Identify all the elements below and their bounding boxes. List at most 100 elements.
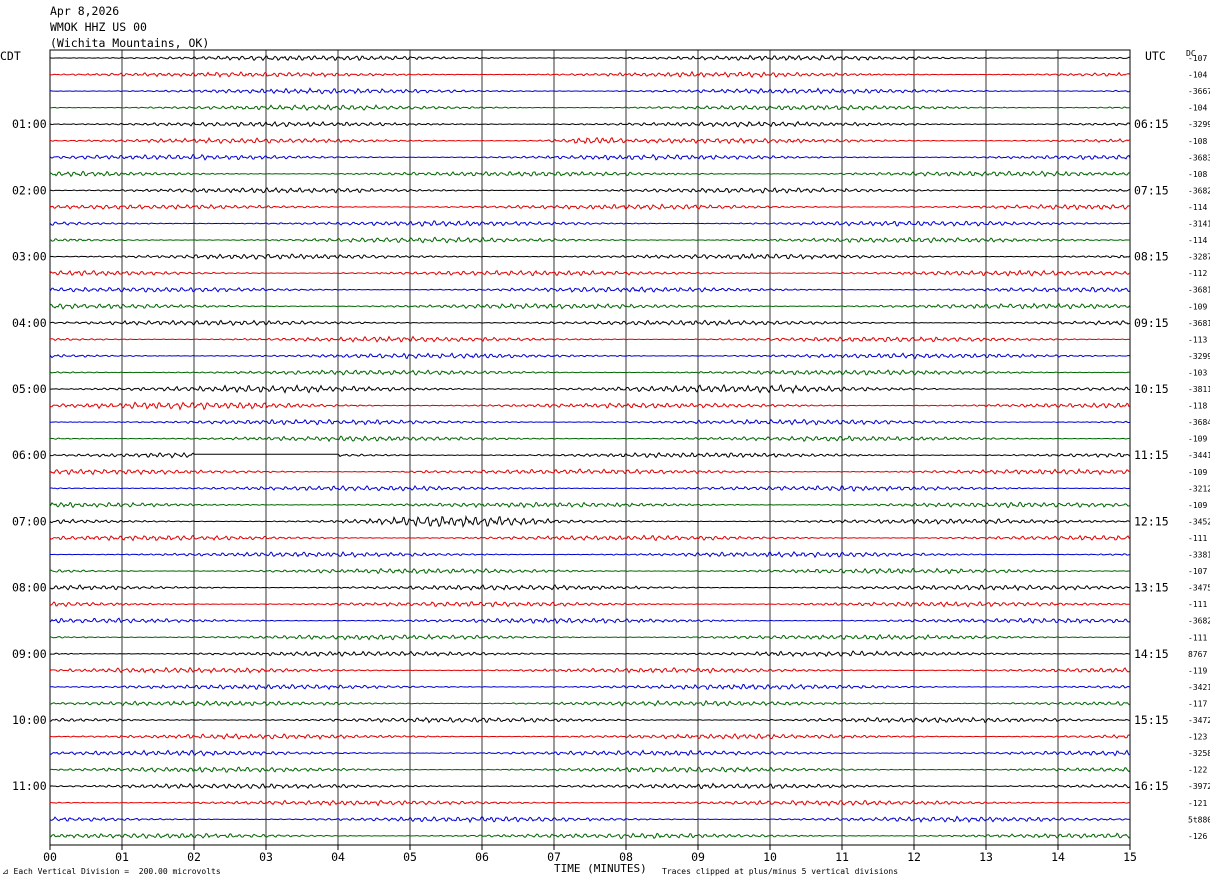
trace-line xyxy=(49,468,1131,476)
x-tick-label: 11 xyxy=(835,850,849,864)
dc-offset-label: -109 xyxy=(1188,501,1207,510)
trace-line xyxy=(49,633,1131,641)
trace-line xyxy=(49,782,1131,790)
utc-hour-label: 13:15 xyxy=(1134,581,1169,595)
dc-offset-label: -34525 xyxy=(1188,517,1210,526)
trace-line xyxy=(49,534,1131,542)
x-tick-label: 03 xyxy=(259,850,273,864)
utc-hour-label: 09:15 xyxy=(1134,316,1169,330)
trace-line xyxy=(49,418,1131,426)
dc-offset-label: -36840 xyxy=(1188,418,1210,427)
dc-offset-label: -113 xyxy=(1188,335,1207,344)
chart-grid xyxy=(49,49,1131,850)
dc-offset-label: -104 xyxy=(1188,71,1207,80)
trace-line xyxy=(49,369,1131,376)
header-date: Apr 8,2026 xyxy=(50,4,120,18)
cdt-hour-label: 05:00 xyxy=(12,382,47,396)
utc-hour-label: 08:15 xyxy=(1134,250,1169,264)
utc-hour-label: 12:15 xyxy=(1134,514,1169,528)
dc-offset-label: -109 xyxy=(1188,435,1207,444)
x-tick-label: 09 xyxy=(691,850,705,864)
trace-line xyxy=(49,87,1131,95)
dc-label: DC xyxy=(1186,49,1196,58)
trace-line xyxy=(49,832,1131,840)
utc-hour-label: 06:15 xyxy=(1134,117,1169,131)
x-tick-label: 10 xyxy=(763,850,777,864)
footer-clip: Traces clipped at plus/minus 5 vertical … xyxy=(662,867,899,876)
trace-line xyxy=(49,666,1131,674)
dc-offset-label: -32996 xyxy=(1188,352,1210,361)
dc-offset-label: -32996 xyxy=(1188,120,1210,129)
dc-offset-label: -122 xyxy=(1188,766,1207,775)
trace-line xyxy=(49,617,1131,625)
dc-offset-label: -126 xyxy=(1188,832,1207,841)
dc-offset-label: -32583 xyxy=(1188,749,1210,758)
dc-offset-label: -34728 xyxy=(1188,716,1210,725)
trace-line xyxy=(49,335,1131,343)
trace-line xyxy=(49,435,1130,443)
x-axis-title: TIME (MINUTES) xyxy=(554,862,647,875)
cdt-hour-label: 10:00 xyxy=(12,713,47,727)
cdt-hour-label: 08:00 xyxy=(12,581,47,595)
dc-offset-label: -112 xyxy=(1188,269,1207,278)
x-tick-label: 15 xyxy=(1123,850,1137,864)
trace-line xyxy=(49,153,1131,161)
dc-offset-label: -114 xyxy=(1188,203,1207,212)
cdt-hour-label: 01:00 xyxy=(12,117,47,131)
dc-offset-label: -107 xyxy=(1188,54,1207,63)
trace-line xyxy=(49,120,1131,128)
dc-offset-label: -34416 xyxy=(1188,451,1210,460)
utc-hour-label: 16:15 xyxy=(1134,779,1169,793)
utc-hour-label: 14:15 xyxy=(1134,647,1169,661)
dc-offset-label: -36813 xyxy=(1188,319,1210,328)
x-tick-label: 06 xyxy=(475,850,489,864)
trace-line xyxy=(49,70,1131,79)
trace-line xyxy=(49,220,1131,227)
dc-offset-label: -36818 xyxy=(1188,286,1210,295)
trace-line xyxy=(49,650,1131,658)
x-tick-label: 08 xyxy=(619,850,633,864)
dc-offset-label: -32125 xyxy=(1188,484,1210,493)
trace-line xyxy=(49,550,1131,559)
cdt-hour-label: 03:00 xyxy=(12,250,47,264)
dc-offset-label: -111 xyxy=(1188,534,1207,543)
trace-line xyxy=(49,170,1131,178)
dc-offset-label: -104 xyxy=(1188,104,1207,113)
dc-offset-label: -38116 xyxy=(1188,385,1210,394)
dc-offset-label: -117 xyxy=(1188,699,1207,708)
trace-line xyxy=(49,601,1131,608)
x-tick-label: 14 xyxy=(1051,850,1065,864)
trace-line xyxy=(49,352,1131,360)
dc-offset-label: -31419 xyxy=(1188,220,1210,229)
dc-offset-label: -108 xyxy=(1188,137,1207,146)
dc-offset-label: -118 xyxy=(1188,402,1207,411)
trace-line xyxy=(49,716,1130,724)
dc-offset-label: -34217 xyxy=(1188,683,1210,692)
label-group: 00 01 02 03 04 05 06 07 08 09 10 11 12 13 14 15 -107 -104… xyxy=(12,54,1210,864)
x-tick-label: 12 xyxy=(907,850,921,864)
trace-line xyxy=(49,401,1131,411)
trace-line xyxy=(49,815,1131,824)
trace-line xyxy=(49,269,1131,277)
utc-hour-label: 10:15 xyxy=(1134,382,1169,396)
cdt-hour-label: 07:00 xyxy=(12,514,47,528)
trace-line xyxy=(49,584,1131,592)
trace-line xyxy=(49,236,1131,244)
cdt-hour-label: 11:00 xyxy=(12,779,47,793)
trace-line xyxy=(49,501,1131,509)
cdt-hour-label: 02:00 xyxy=(12,183,47,197)
trace-line xyxy=(49,54,1131,62)
dc-offset-label: -36822 xyxy=(1188,617,1210,626)
trace-line xyxy=(49,253,1131,260)
utc-hour-label: 11:15 xyxy=(1134,448,1169,462)
x-tick-label: 01 xyxy=(115,850,129,864)
cdt-hour-label: 04:00 xyxy=(12,316,47,330)
trace-line xyxy=(49,484,1131,492)
trace-line xyxy=(49,383,1131,395)
trace-line xyxy=(49,452,1131,459)
trace-line xyxy=(49,319,1131,327)
x-tick-label: 07 xyxy=(547,850,561,864)
trace-line xyxy=(49,567,1131,575)
dc-offset-label: -114 xyxy=(1188,236,1207,245)
